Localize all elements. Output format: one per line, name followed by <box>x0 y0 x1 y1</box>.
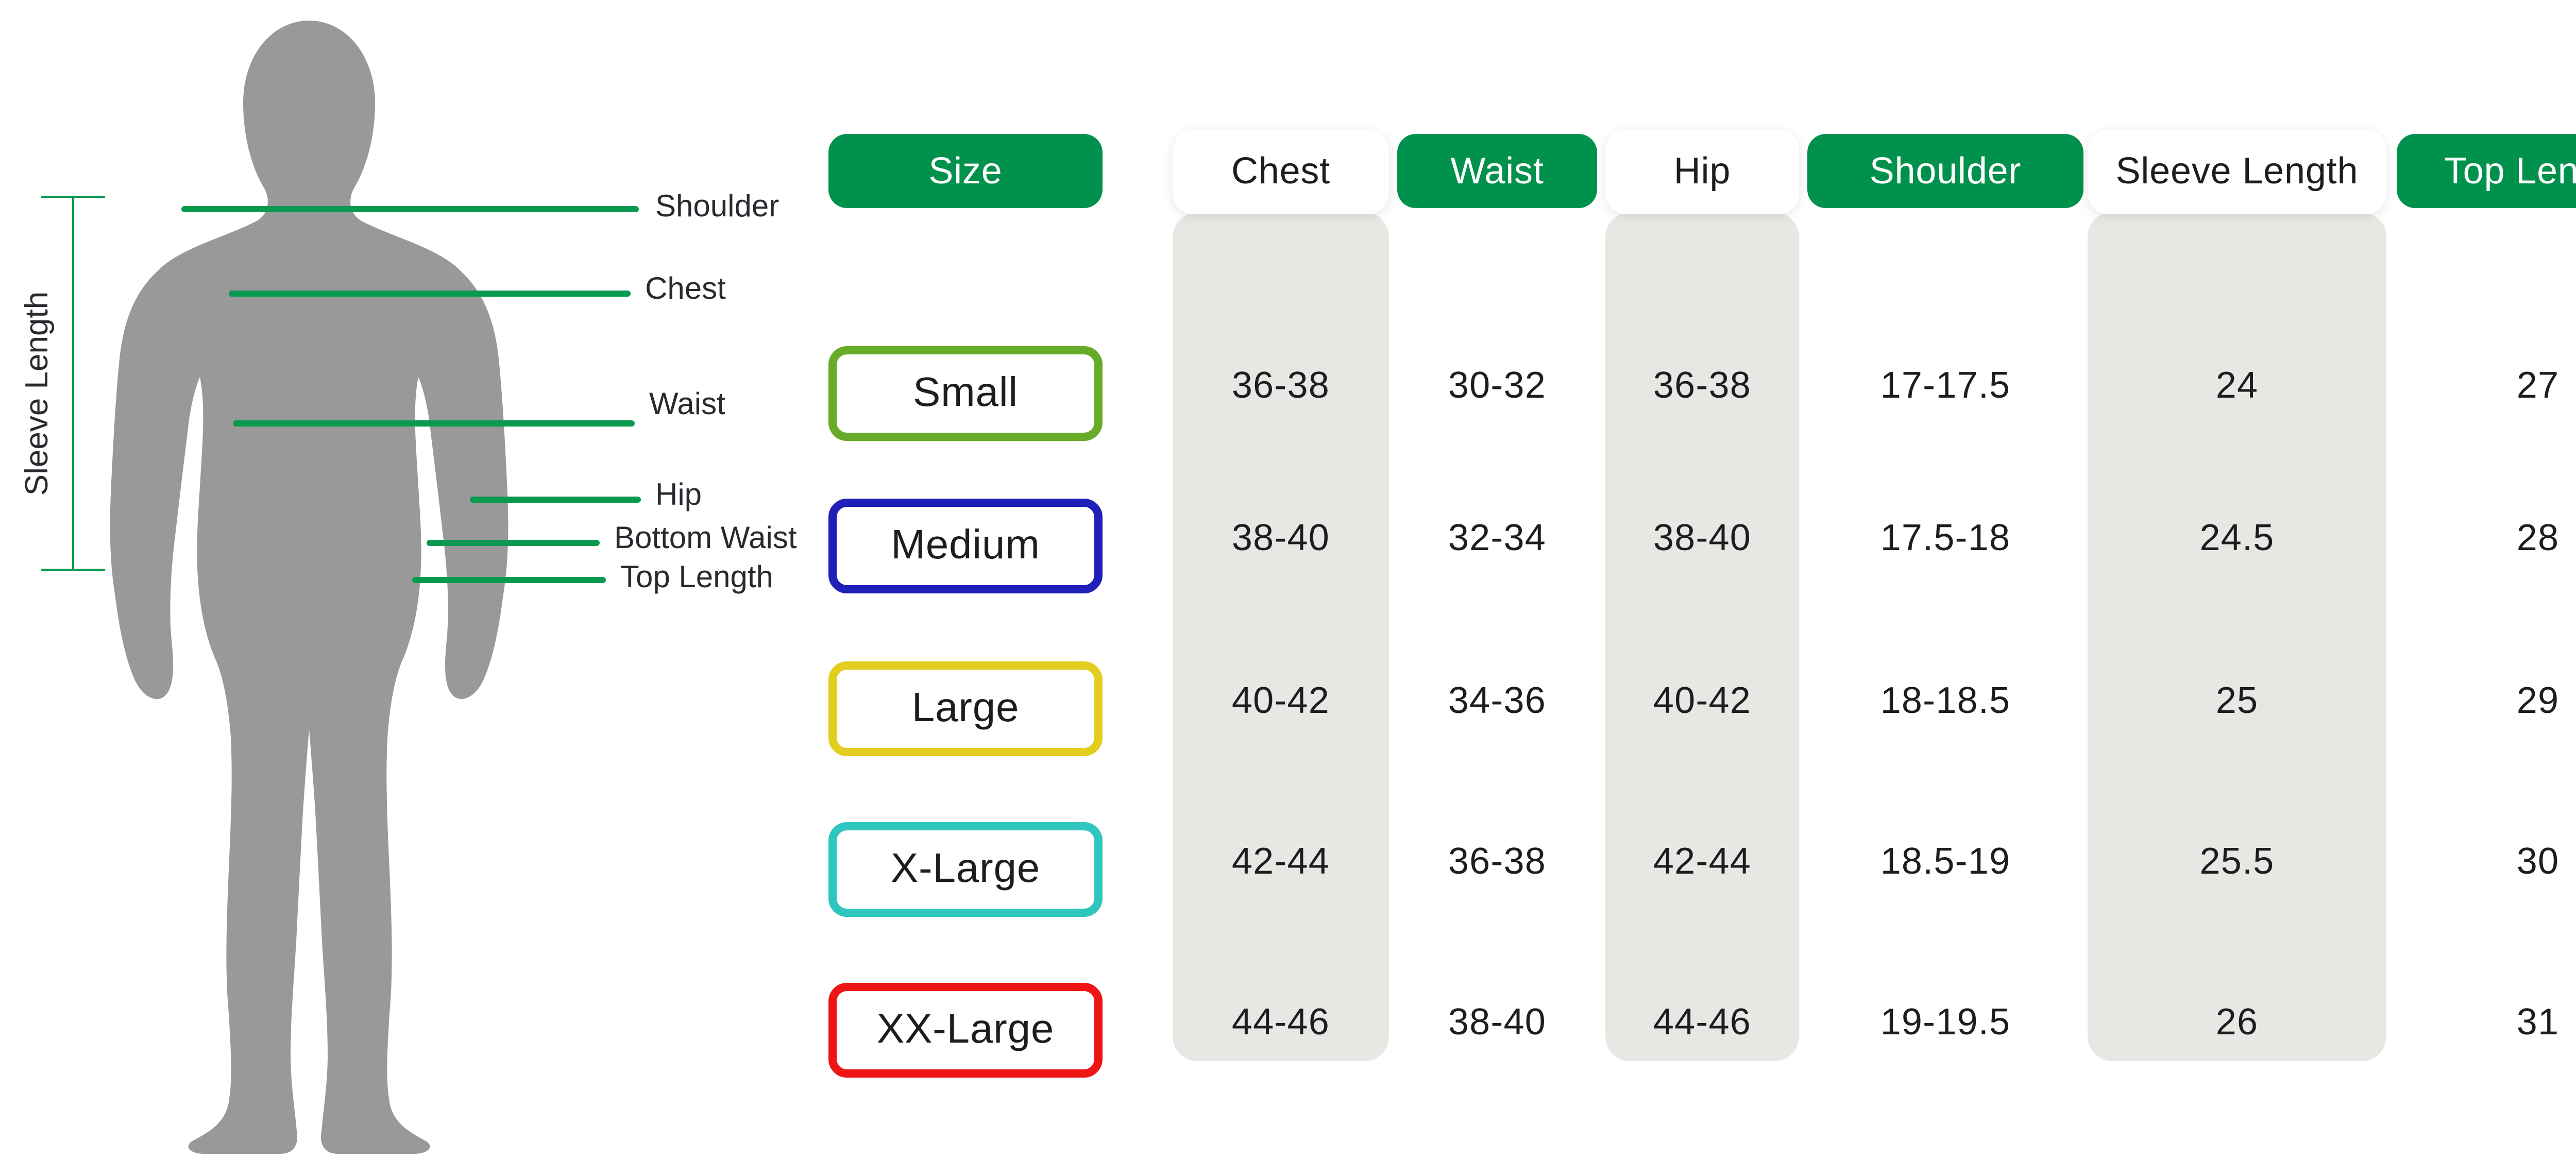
size-button-medium: Medium <box>828 499 1103 593</box>
cell-sleeve-row1: 24.5 <box>2199 517 2275 558</box>
shoulder-measure-line <box>181 206 639 212</box>
cell-shoulder-row2: 18-18.5 <box>1880 680 2011 721</box>
size-button-xxlarge: XX-Large <box>828 983 1103 1078</box>
cell-shoulder-row0: 17-17.5 <box>1880 365 2011 406</box>
body-silhouette-figure <box>110 21 509 1154</box>
top-length-measure-line <box>412 577 606 583</box>
cell-chest-row2: 40-42 <box>1231 680 1330 721</box>
cell-chest-row4: 44-46 <box>1231 1001 1330 1043</box>
cell-hip-row3: 42-44 <box>1653 841 1752 882</box>
header-sleeve: Sleeve Length <box>2088 130 2386 214</box>
cell-hip-row2: 40-42 <box>1653 680 1752 721</box>
cell-sleeve-row2: 25 <box>2215 680 2259 721</box>
figure-label-hip: Hip <box>655 478 702 513</box>
cell-sleeve-row3: 25.5 <box>2199 841 2275 882</box>
cell-top_length-row4: 31 <box>2516 1001 2560 1043</box>
cell-top_length-row0: 27 <box>2516 365 2560 406</box>
waist-measure-line <box>233 420 635 426</box>
cell-hip-row0: 36-38 <box>1653 365 1752 406</box>
figure-label-waist: Waist <box>649 387 725 422</box>
size-button-large: Large <box>828 661 1103 756</box>
cell-chest-row3: 42-44 <box>1231 841 1330 882</box>
cell-waist-row1: 32-34 <box>1448 517 1547 558</box>
header-waist: Waist <box>1397 134 1597 208</box>
header-top_length: Top Length <box>2397 134 2576 208</box>
sleeve-length-label: Sleeve Length <box>21 291 56 496</box>
cell-sleeve-row4: 26 <box>2215 1001 2259 1043</box>
cell-chest-row0: 36-38 <box>1231 365 1330 406</box>
cell-top_length-row3: 30 <box>2516 841 2560 882</box>
cell-top_length-row1: 28 <box>2516 517 2560 558</box>
cell-shoulder-row3: 18.5-19 <box>1880 841 2011 882</box>
cell-shoulder-row1: 17.5-18 <box>1880 517 2011 558</box>
figure-label-shoulder: Shoulder <box>655 190 779 225</box>
header-chest: Chest <box>1173 130 1389 214</box>
column-strip-chest <box>1173 212 1389 1061</box>
cell-top_length-row2: 29 <box>2516 680 2560 721</box>
sleeve-length-bracket-cap-top <box>41 196 105 199</box>
cell-shoulder-row4: 19-19.5 <box>1880 1001 2011 1043</box>
size-button-small: Small <box>828 346 1103 441</box>
sleeve-length-bracket-cap-bottom <box>41 568 105 571</box>
cell-waist-row2: 34-36 <box>1448 680 1547 721</box>
hip-measure-line <box>470 497 641 502</box>
cell-waist-row4: 38-40 <box>1448 1001 1547 1043</box>
column-strip-hip <box>1605 212 1799 1061</box>
cell-sleeve-row0: 24 <box>2215 365 2259 406</box>
cell-waist-row0: 30-32 <box>1448 365 1547 406</box>
figure-label-chest: Chest <box>645 272 726 307</box>
column-strip-sleeve <box>2088 212 2386 1061</box>
figure-label-bottom-waist: Bottom Waist <box>614 521 797 556</box>
cell-waist-row3: 36-38 <box>1448 841 1547 882</box>
size-button-xlarge: X-Large <box>828 822 1103 917</box>
header-hip: Hip <box>1605 130 1799 214</box>
cell-chest-row1: 38-40 <box>1231 517 1330 558</box>
chest-measure-line <box>229 291 631 296</box>
sleeve-length-bracket-line <box>72 196 75 571</box>
header-size: Size <box>828 134 1103 208</box>
cell-hip-row1: 38-40 <box>1653 517 1752 558</box>
figure-label-top-length: Top Length <box>620 560 773 595</box>
header-shoulder: Shoulder <box>1807 134 2083 208</box>
cell-hip-row4: 44-46 <box>1653 1001 1752 1043</box>
bottom-waist-measure-line <box>427 540 600 546</box>
